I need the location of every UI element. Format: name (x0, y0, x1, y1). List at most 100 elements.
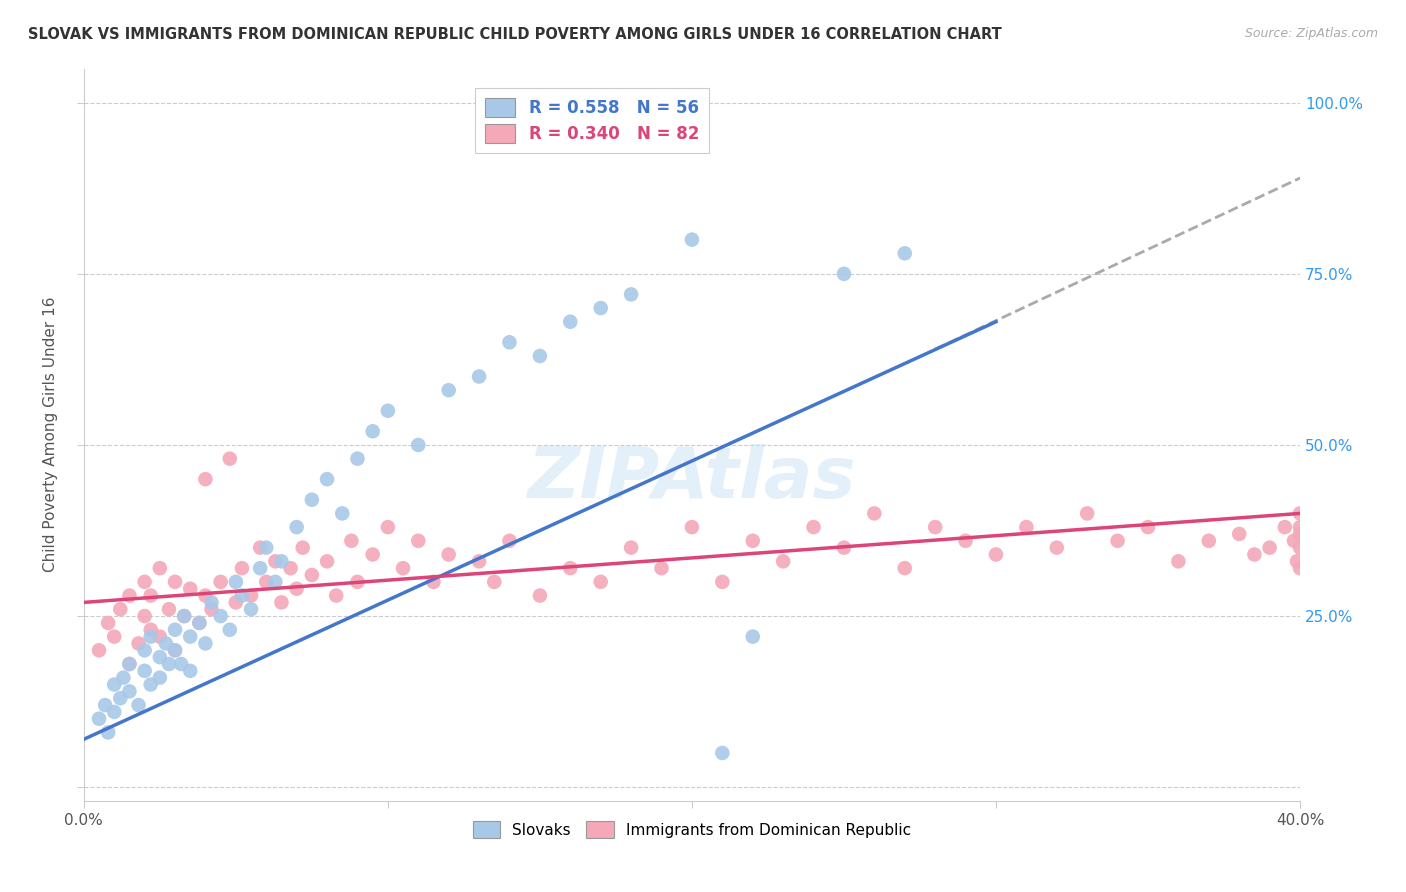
Point (270, 595, 292, 609)
Point (893, 246, 915, 260)
Point (134, 664, 156, 678)
Point (188, 615, 211, 630)
Point (484, 574, 506, 589)
Point (134, 643, 156, 657)
Point (194, 472, 217, 486)
Point (832, 541, 855, 555)
Point (209, 574, 232, 589)
Y-axis label: Child Poverty Among Girls Under 16: Child Poverty Among Girls Under 16 (44, 297, 58, 573)
Point (155, 636, 177, 650)
Point (832, 267, 855, 281)
Point (346, 574, 368, 589)
Point (406, 438, 429, 452)
Point (194, 636, 217, 650)
Point (498, 335, 520, 350)
Point (361, 548, 384, 562)
Point (498, 533, 520, 548)
Point (560, 561, 582, 575)
Point (194, 589, 217, 603)
Point (134, 574, 156, 589)
Point (863, 507, 886, 521)
Point (361, 424, 384, 438)
Point (264, 554, 287, 568)
Point (741, 533, 763, 548)
Point (110, 602, 132, 616)
Point (468, 554, 491, 568)
Point (803, 520, 825, 534)
Point (1015, 520, 1038, 534)
Point (955, 533, 977, 548)
Point (650, 561, 672, 575)
Point (1258, 541, 1281, 555)
Point (179, 630, 201, 644)
Text: Source: ZipAtlas.com: Source: ZipAtlas.com (1244, 27, 1378, 40)
Point (225, 595, 247, 609)
Point (163, 623, 186, 637)
Point (325, 589, 347, 603)
Point (118, 657, 141, 671)
Point (1198, 533, 1220, 548)
Point (392, 561, 415, 575)
Point (110, 691, 132, 706)
Point (179, 664, 201, 678)
Point (249, 541, 271, 555)
Point (406, 533, 429, 548)
Point (149, 671, 172, 685)
Point (139, 623, 162, 637)
Point (240, 602, 263, 616)
Point (301, 568, 323, 582)
Point (1289, 527, 1312, 541)
Point (1243, 548, 1265, 562)
Point (1046, 541, 1069, 555)
Point (330, 507, 353, 521)
Point (285, 582, 308, 596)
Point (924, 520, 946, 534)
Point (1289, 520, 1312, 534)
Point (1076, 507, 1098, 521)
Point (225, 574, 247, 589)
Point (139, 589, 162, 603)
Point (157, 657, 180, 671)
Point (200, 602, 222, 616)
Point (118, 657, 141, 671)
Point (1136, 520, 1159, 534)
Point (200, 595, 222, 609)
Point (270, 554, 292, 568)
Point (1289, 507, 1312, 521)
Point (437, 383, 460, 397)
Point (711, 746, 734, 760)
Point (681, 520, 703, 534)
Point (163, 643, 186, 657)
Point (128, 636, 150, 650)
Point (1227, 527, 1250, 541)
Point (163, 643, 186, 657)
Point (240, 589, 263, 603)
Point (112, 671, 135, 685)
Point (231, 561, 253, 575)
Point (1282, 533, 1305, 548)
Point (893, 561, 915, 575)
Point (188, 615, 211, 630)
Point (772, 554, 794, 568)
Point (103, 630, 125, 644)
Point (1289, 541, 1312, 555)
Text: ZIPAtlas: ZIPAtlas (527, 444, 856, 513)
Point (681, 233, 703, 247)
Point (118, 684, 141, 698)
Point (179, 582, 201, 596)
Point (1285, 554, 1308, 568)
Point (316, 554, 339, 568)
Point (301, 492, 323, 507)
Point (437, 548, 460, 562)
Point (173, 609, 195, 624)
Point (280, 561, 302, 575)
Point (346, 451, 368, 466)
Point (1167, 554, 1189, 568)
Point (128, 698, 150, 712)
Point (340, 533, 363, 548)
Point (149, 650, 172, 665)
Point (377, 520, 399, 534)
Point (1274, 520, 1296, 534)
Point (118, 589, 141, 603)
Point (149, 561, 172, 575)
